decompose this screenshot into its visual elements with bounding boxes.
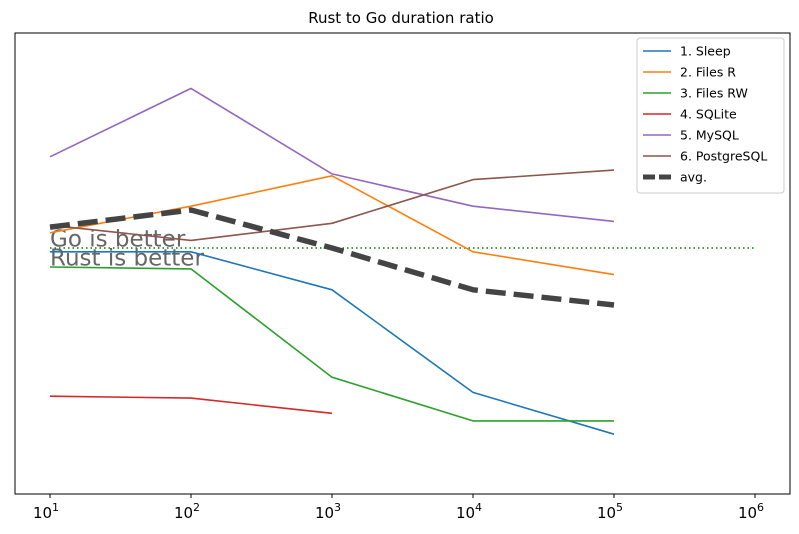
legend-label-3: 4. SQLite [680,107,737,122]
x-tick-label: 102 [174,501,200,522]
series-line-6 [49,207,615,308]
annotation-0: Go is better [50,227,186,253]
x-tick-label: 106 [738,501,764,522]
series-line-5 [49,169,615,242]
chart-title: Rust to Go duration ratio [308,9,494,27]
x-tick-label: 101 [33,501,59,522]
x-tick-label: 104 [456,501,482,522]
series-line-2 [49,266,614,422]
legend-label-2: 3. Files RW [680,86,748,101]
legend-label-1: 2. Files R [680,65,736,80]
plot-frame [14,32,791,495]
series-line-0 [50,251,615,435]
x-tick-label: 103 [315,501,341,522]
x-tick-label: 105 [597,501,623,522]
legend-label-4: 5. MySQL [680,128,739,143]
series-line-4 [49,87,615,223]
legend-label-5: 6. PostgreSQL [680,149,767,164]
legend-label-0: 1. Sleep [680,44,731,59]
series-line-3 [49,395,333,415]
legend-label-6: avg. [680,170,707,185]
legend-box [636,37,785,194]
